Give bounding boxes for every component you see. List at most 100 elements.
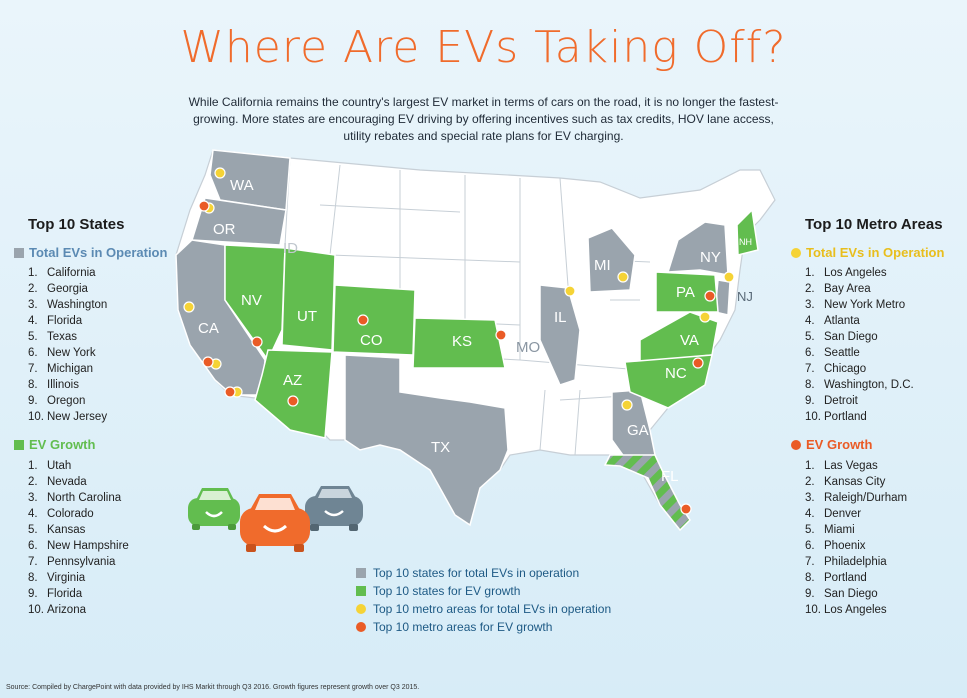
dot-las-vegas bbox=[251, 336, 263, 348]
list-item: 6. New Hampshire bbox=[28, 540, 129, 552]
list-item: 5. Miami bbox=[805, 524, 855, 536]
list-item: 8. Virginia bbox=[28, 572, 86, 584]
list-item: 5. Kansas bbox=[28, 524, 86, 536]
dot-seattle bbox=[214, 167, 226, 179]
label-mo: MO bbox=[516, 339, 540, 356]
list-item: 9. San Diego bbox=[805, 588, 878, 600]
legend-row-green: Top 10 states for EV growth bbox=[356, 582, 611, 600]
green-square-icon bbox=[14, 439, 24, 450]
list-item: 7. Michigan bbox=[28, 363, 94, 375]
dot-raleigh bbox=[692, 357, 704, 369]
dot-sd-growth bbox=[224, 386, 236, 398]
dot-miami bbox=[680, 503, 692, 515]
state-nv bbox=[224, 244, 286, 362]
state-fl bbox=[603, 454, 691, 532]
label-az: AZ bbox=[283, 372, 302, 389]
label-nj: NJ bbox=[737, 289, 753, 304]
label-co: CO bbox=[360, 332, 383, 349]
label-nv: NV bbox=[241, 292, 262, 309]
list-item: 7. Philadelphia bbox=[805, 556, 887, 568]
right-total-head: Total EVs in Operation bbox=[791, 245, 944, 260]
map-legend: Top 10 states for total EVs in operation… bbox=[356, 564, 611, 636]
orange-dot-icon bbox=[356, 622, 366, 632]
label-or: OR bbox=[213, 221, 236, 238]
dot-denver bbox=[357, 314, 369, 326]
green-square-icon bbox=[356, 586, 366, 596]
state-az bbox=[254, 349, 333, 439]
list-item: 3. Washington bbox=[28, 299, 108, 311]
list-item: 10. New Jersey bbox=[28, 411, 108, 423]
state-ut bbox=[281, 247, 336, 351]
legend-row-yellow: Top 10 metro areas for total EVs in oper… bbox=[356, 600, 611, 618]
right-growth-head: EV Growth bbox=[791, 437, 872, 452]
cars-illustration bbox=[188, 486, 363, 552]
label-id: ID bbox=[283, 240, 298, 257]
list-item: 10. Arizona bbox=[28, 604, 86, 616]
gray-square-icon bbox=[14, 247, 24, 258]
dot-detroit bbox=[617, 271, 629, 283]
left-growth-head-label: EV Growth bbox=[29, 437, 96, 452]
right-growth-list: 1. Las Vegas 2. Kansas City 3. Raleigh/Durh… bbox=[805, 458, 907, 618]
label-nh: NH bbox=[739, 237, 752, 247]
label-va: VA bbox=[680, 332, 699, 349]
dot-portland bbox=[198, 200, 210, 212]
source-note: Source: Compiled by ChargePoint with dat… bbox=[6, 684, 420, 691]
state-labels: WA OR ID CA NV UT AZ CO KS MO TX IL MI N… bbox=[198, 177, 753, 485]
left-total-head-label: Total EVs in Operation bbox=[29, 245, 168, 260]
list-item: 1. Los Angeles bbox=[805, 267, 887, 279]
list-item: 6. Phoenix bbox=[805, 540, 866, 552]
orange-dot-icon bbox=[791, 439, 801, 450]
state-ks bbox=[412, 317, 506, 369]
label-pa: PA bbox=[676, 284, 695, 301]
list-item: 2. Kansas City bbox=[805, 476, 886, 488]
list-item: 7. Pennsylvania bbox=[28, 556, 116, 568]
label-ks: KS bbox=[452, 333, 472, 350]
gray-square-icon bbox=[356, 568, 366, 578]
list-item: 3. New York Metro bbox=[805, 299, 906, 311]
list-item: 4. Colorado bbox=[28, 508, 94, 520]
dot-la-growth bbox=[202, 356, 214, 368]
dot-atlanta bbox=[621, 399, 633, 411]
right-growth-head-label: EV Growth bbox=[806, 437, 873, 452]
dot-bay-area bbox=[183, 301, 195, 313]
intro-paragraph: While California remains the country's l… bbox=[188, 95, 779, 143]
list-item: 8. Portland bbox=[805, 572, 867, 584]
state-tx bbox=[344, 354, 509, 527]
list-item: 1. Las Vegas bbox=[805, 460, 878, 472]
list-item: 7. Chicago bbox=[805, 363, 867, 375]
label-ut: UT bbox=[297, 308, 317, 325]
list-item: 4. Atlanta bbox=[805, 315, 860, 327]
legend-row-orange: Top 10 metro areas for EV growth bbox=[356, 618, 611, 636]
dot-philadelphia bbox=[704, 290, 716, 302]
list-item: 9. Oregon bbox=[28, 395, 86, 407]
list-item: 9. Florida bbox=[28, 588, 83, 600]
dot-chicago bbox=[564, 285, 576, 297]
list-item: 3. North Carolina bbox=[28, 492, 122, 504]
list-item: 2. Bay Area bbox=[805, 283, 871, 295]
dot-phoenix bbox=[287, 395, 299, 407]
gray-car bbox=[305, 486, 363, 531]
label-wa: WA bbox=[230, 177, 254, 194]
right-total-list: 1. Los Angeles 2. Bay Area 3. New York Metr… bbox=[805, 265, 914, 425]
list-item: 2. Nevada bbox=[28, 476, 87, 488]
list-item: 8. Illinois bbox=[28, 379, 79, 391]
state-or bbox=[190, 197, 287, 246]
green-car bbox=[188, 488, 240, 530]
list-item: 2. Georgia bbox=[28, 283, 88, 295]
list-item: 5. San Diego bbox=[805, 331, 878, 343]
list-item: 3. Raleigh/Durham bbox=[805, 492, 908, 504]
yellow-dot-icon bbox=[791, 247, 801, 258]
list-item: 6. New York bbox=[28, 347, 96, 359]
orange-car bbox=[240, 494, 310, 552]
left-growth-head: EV Growth bbox=[14, 437, 95, 452]
right-total-head-label: Total EVs in Operation bbox=[806, 245, 945, 260]
right-title: Top 10 Metro Areas bbox=[805, 216, 943, 233]
metro-dots-growth bbox=[198, 200, 716, 515]
list-item: 8. Washington, D.C. bbox=[805, 379, 914, 391]
label-fl: FL bbox=[661, 468, 679, 485]
list-item: 10. Portland bbox=[805, 411, 867, 423]
yellow-dot-icon bbox=[356, 604, 366, 614]
list-item: 4. Denver bbox=[805, 508, 862, 520]
label-nc: NC bbox=[665, 365, 687, 382]
